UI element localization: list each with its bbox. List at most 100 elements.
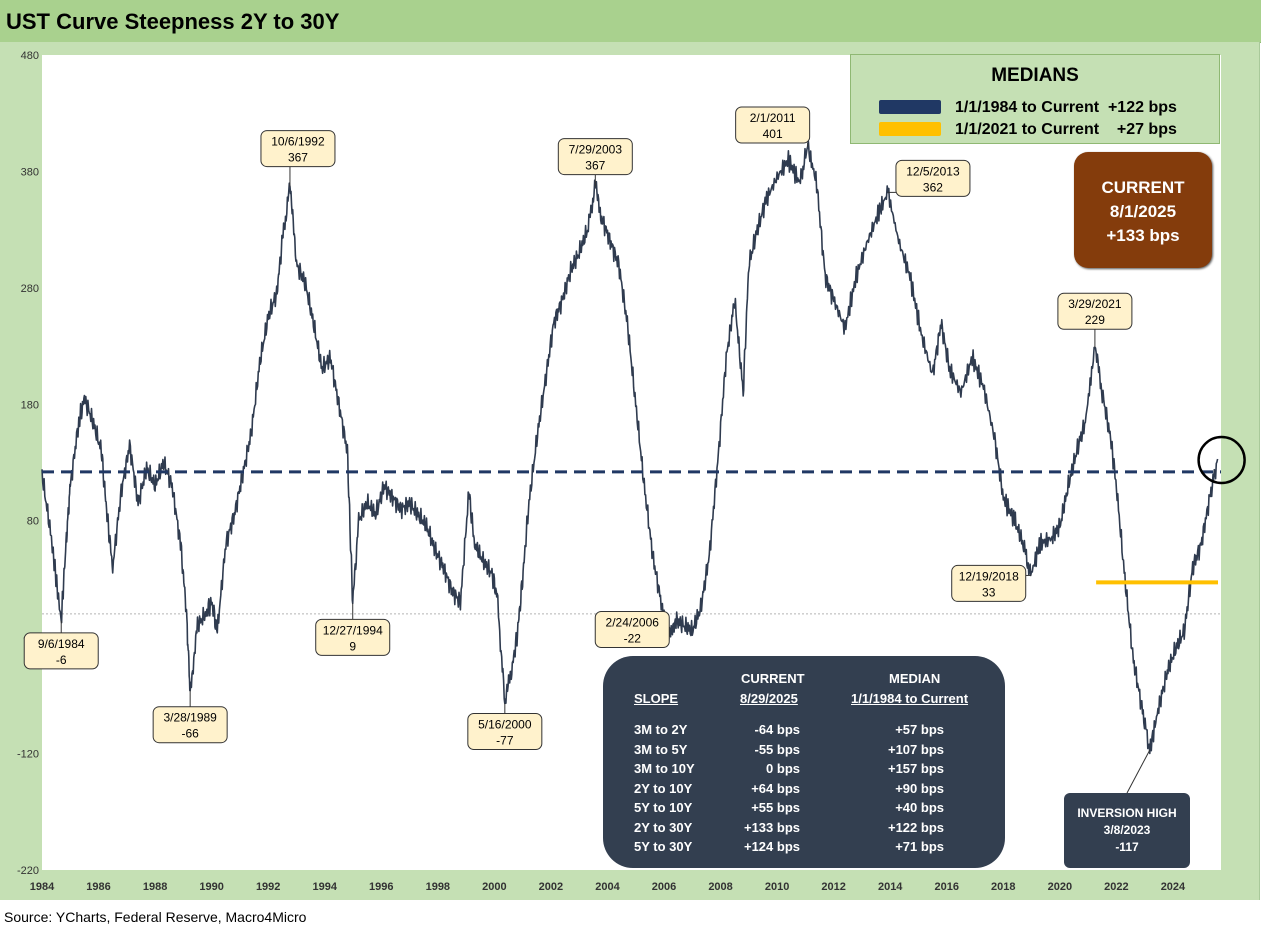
x-tick-label: 1990	[199, 881, 223, 893]
current-label: CURRENT	[1101, 178, 1185, 197]
x-tick-label: 2000	[482, 881, 506, 893]
chart-annotations: 9/6/1984 -6 3/28/1989 -66 10/6/1992 367 12/27/…	[23, 106, 1133, 751]
header-current-date: 8/29/2025	[740, 691, 798, 706]
legend-item-long: 1/1/1984 to Current +122 bps	[879, 99, 1177, 117]
slope-median: +40 bps	[895, 800, 944, 815]
inversion-value: -117	[1115, 840, 1139, 854]
medians-legend: MEDIANS 1/1/1984 to Current +122 bps 1/1…	[850, 54, 1220, 144]
x-tick-label: 2008	[708, 881, 732, 893]
slope-name: 3M to 10Y	[634, 761, 695, 776]
header-current-top: CURRENT	[741, 671, 805, 686]
annotation-box	[735, 106, 811, 144]
annotation-date: 12/5/2013	[906, 164, 960, 178]
current-marker-circle	[1197, 435, 1246, 485]
annotation-date: 12/27/1994	[323, 623, 383, 637]
current-date: 8/1/2025	[1109, 202, 1177, 221]
annotation-value: 33	[982, 585, 996, 599]
legend-label-long: 1/1/1984 to Current	[955, 99, 1100, 116]
x-tick-label: 2022	[1104, 881, 1128, 893]
annotation-value: 362	[923, 180, 943, 194]
slope-current: -55 bps	[754, 741, 800, 757]
annotation-value: -66	[181, 727, 199, 741]
slope-median: +57 bps	[895, 722, 944, 737]
x-tick-label: 2012	[821, 881, 845, 893]
slope-current: +55 bps	[751, 800, 800, 815]
inversion-leader	[1126, 749, 1151, 794]
annotation-box	[1057, 292, 1133, 330]
y-tick-label: 180	[21, 399, 39, 411]
x-tick-label: 2002	[539, 881, 563, 893]
x-tick-label: 2020	[1048, 881, 1072, 893]
slope-current: -64 bps	[754, 722, 800, 737]
annotation-date: 7/29/2003	[569, 143, 623, 157]
x-tick-label: 1986	[86, 881, 110, 893]
x-tick-label: 2006	[652, 881, 676, 893]
annotation-date: 2/24/2006	[606, 615, 660, 629]
current-callout: CURRENT 8/1/2025 +133 bps	[1074, 152, 1212, 268]
annotation-date: 12/19/2018	[959, 569, 1019, 583]
annotation-value: 367	[288, 151, 308, 165]
annotation-value: 367	[585, 159, 605, 173]
x-tick-label: 1992	[256, 881, 280, 893]
title-bar: UST Curve Steepness 2Y to 30Y	[0, 0, 1261, 43]
annotation-date: 3/29/2021	[1068, 297, 1122, 311]
slope-name: 2Y to 10Y	[634, 780, 693, 796]
inversion-label: INVERSION HIGH	[1077, 806, 1177, 820]
slope-median: +157 bps	[887, 761, 944, 776]
x-tick-label: 2004	[595, 881, 620, 893]
legend-value-long: +122 bps	[1107, 99, 1177, 116]
slope-name: 3M to 2Y	[634, 722, 688, 737]
annotation-value: -22	[624, 631, 642, 645]
annotation-value: 401	[763, 127, 783, 141]
annotation-date: 2/1/2011	[750, 111, 796, 125]
slope-median: +71 bps	[895, 839, 944, 854]
annotation-date: 9/6/1984	[38, 637, 85, 651]
header-median-top: MEDIAN	[889, 671, 941, 686]
annotation-value: -6	[56, 653, 67, 667]
x-tick-label: 1984	[30, 881, 55, 893]
annotation-date: 10/6/1992	[271, 135, 325, 149]
slope-name: 5Y to 30Y	[634, 839, 693, 854]
current-value: +133 bps	[1106, 226, 1180, 245]
medians-title: MEDIANS	[991, 65, 1079, 86]
annotation-box	[260, 130, 336, 168]
slope-name: 2Y to 30Y	[634, 819, 693, 835]
x-tick-label: 1994	[312, 881, 337, 893]
annotation-box	[951, 564, 1027, 602]
source-note: Source: YCharts, Federal Reserve, Macro4…	[4, 909, 307, 925]
x-tick-label: 1998	[426, 881, 450, 893]
annotation-box	[467, 713, 543, 751]
y-tick-label: 280	[21, 283, 39, 295]
legend-label-recent: 1/1/2021 to Current	[955, 121, 1100, 138]
inversion-date: 3/8/2023	[1103, 823, 1151, 837]
x-tick-label: 2018	[991, 881, 1015, 893]
annotation-box	[23, 632, 99, 670]
legend-swatch-long	[879, 100, 941, 114]
annotation-box	[594, 610, 670, 648]
slope-median: +107 bps	[887, 741, 944, 757]
y-tick-label: 80	[27, 516, 39, 528]
annotation-date: 5/16/2000	[478, 718, 532, 732]
inversion-callout: INVERSION HIGH 3/8/2023 -117	[1064, 793, 1190, 868]
y-tick-label: 480	[21, 50, 39, 62]
annotation-value: 9	[349, 639, 356, 653]
annotation-box	[557, 138, 633, 176]
x-tick-label: 1988	[143, 881, 167, 893]
annotation-box	[895, 159, 971, 197]
y-tick-label: -220	[17, 865, 39, 877]
header-slope: SLOPE	[634, 691, 679, 706]
slope-current: +124 bps	[743, 839, 800, 854]
y-tick-label: -120	[17, 749, 39, 761]
series-line	[41, 140, 1219, 755]
slope-name: 5Y to 10Y	[634, 800, 693, 815]
header-median-range: 1/1/1984 to Current	[851, 691, 969, 706]
slope-table: CURRENT MEDIAN SLOPE 8/29/2025 1/1/1984 …	[603, 656, 1005, 868]
annotation-box	[315, 618, 391, 656]
annotation-value: -77	[496, 734, 514, 748]
slope-current: +64 bps	[751, 780, 800, 796]
slope-current: +133 bps	[743, 819, 800, 835]
annotation-date: 3/28/1989	[163, 711, 217, 725]
chart-lines	[41, 140, 1246, 794]
y-tick-label: 380	[21, 166, 39, 178]
